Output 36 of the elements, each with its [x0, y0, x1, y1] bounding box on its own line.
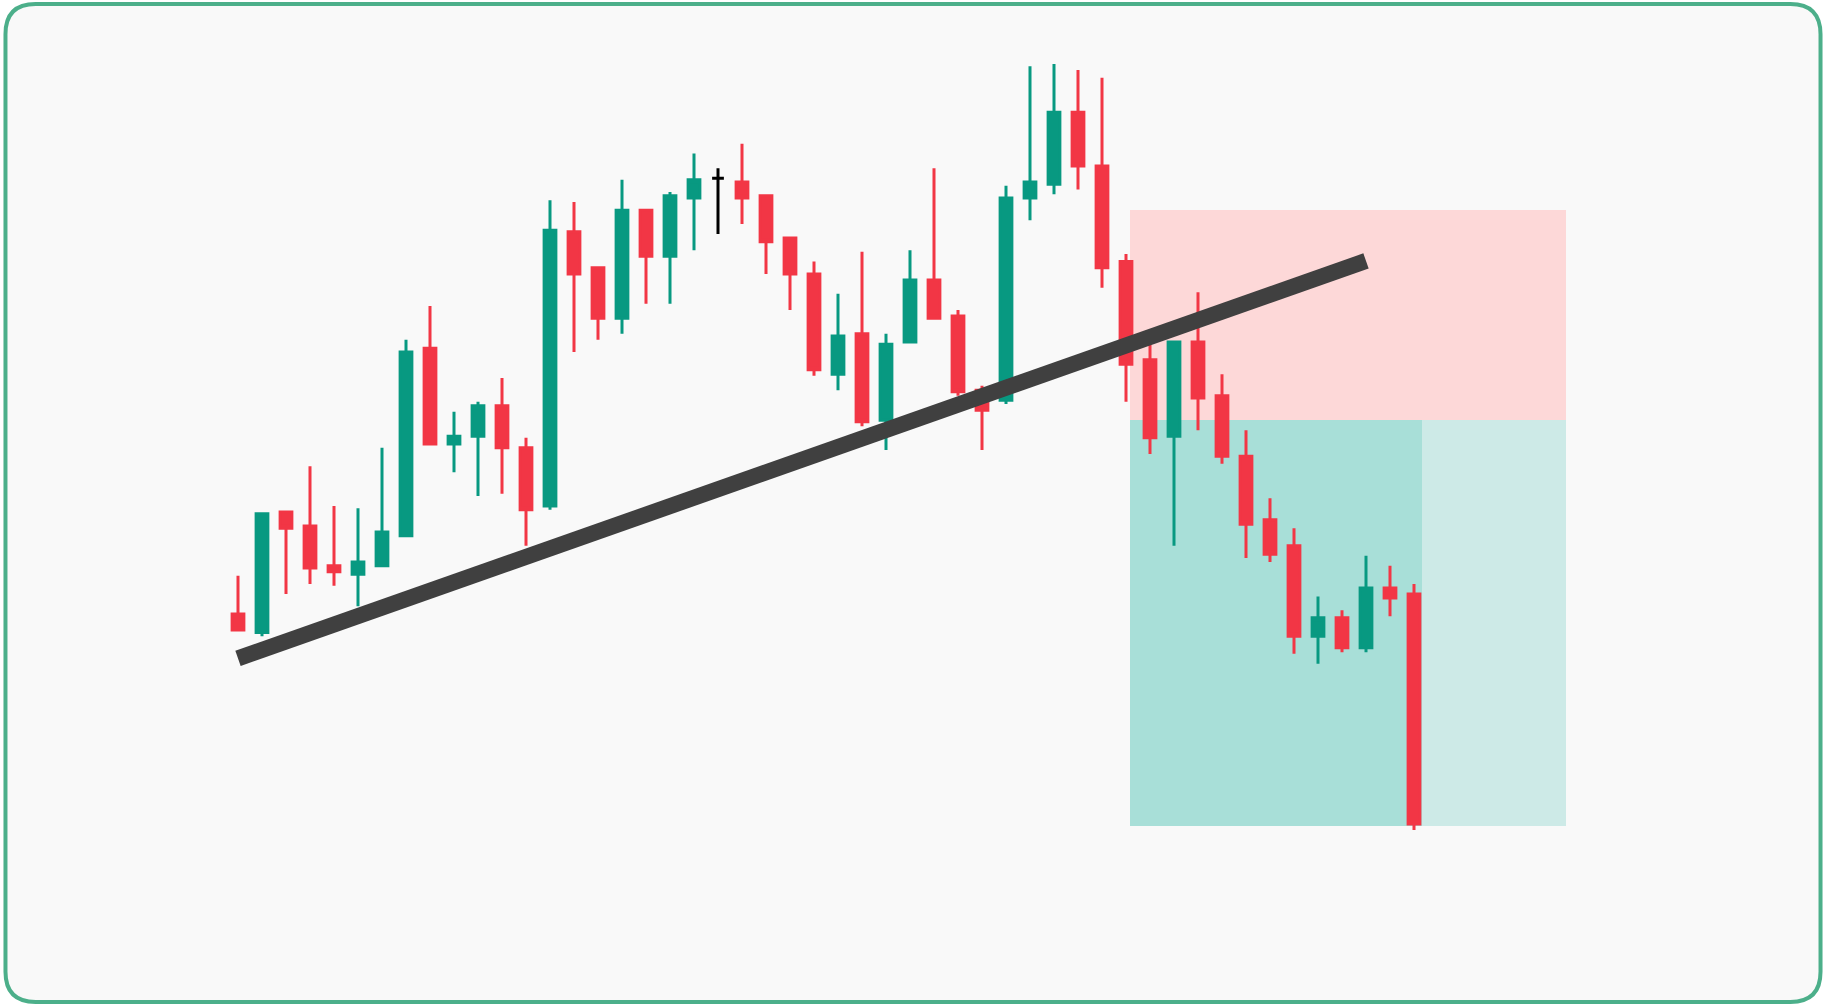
candlestick — [1070, 68, 1086, 192]
candlestick — [638, 208, 654, 306]
candlestick — [302, 464, 318, 586]
candlestick — [590, 266, 606, 342]
candlestick — [758, 194, 774, 276]
candlestick — [806, 260, 822, 378]
candlestick — [230, 574, 246, 632]
candlestick — [926, 166, 942, 320]
candlestick — [734, 142, 750, 226]
candlestick — [614, 178, 630, 336]
candlestick — [854, 250, 870, 428]
candlestick — [1046, 62, 1062, 196]
candlestick — [710, 166, 726, 236]
candlestick — [1022, 64, 1038, 222]
candlestick — [278, 510, 294, 596]
candlestick — [686, 152, 702, 252]
candlestick — [782, 236, 798, 312]
candlestick — [398, 338, 414, 538]
candlestick — [422, 304, 438, 446]
candlestick — [566, 200, 582, 354]
candlestick — [830, 292, 846, 392]
candlestick — [950, 308, 966, 398]
candlestick — [662, 190, 678, 306]
candlestick — [1190, 290, 1206, 432]
candlestick — [254, 512, 270, 638]
candlestick — [470, 400, 486, 498]
candlestick — [902, 248, 918, 344]
candlestick — [326, 504, 342, 588]
candlestick — [542, 198, 558, 512]
candlestick — [878, 332, 894, 452]
candlestick — [446, 410, 462, 474]
candlestick — [1094, 76, 1110, 290]
candlestick — [350, 506, 366, 608]
candlestick — [374, 446, 390, 568]
candlestick — [494, 376, 510, 496]
candlestick — [518, 436, 534, 548]
